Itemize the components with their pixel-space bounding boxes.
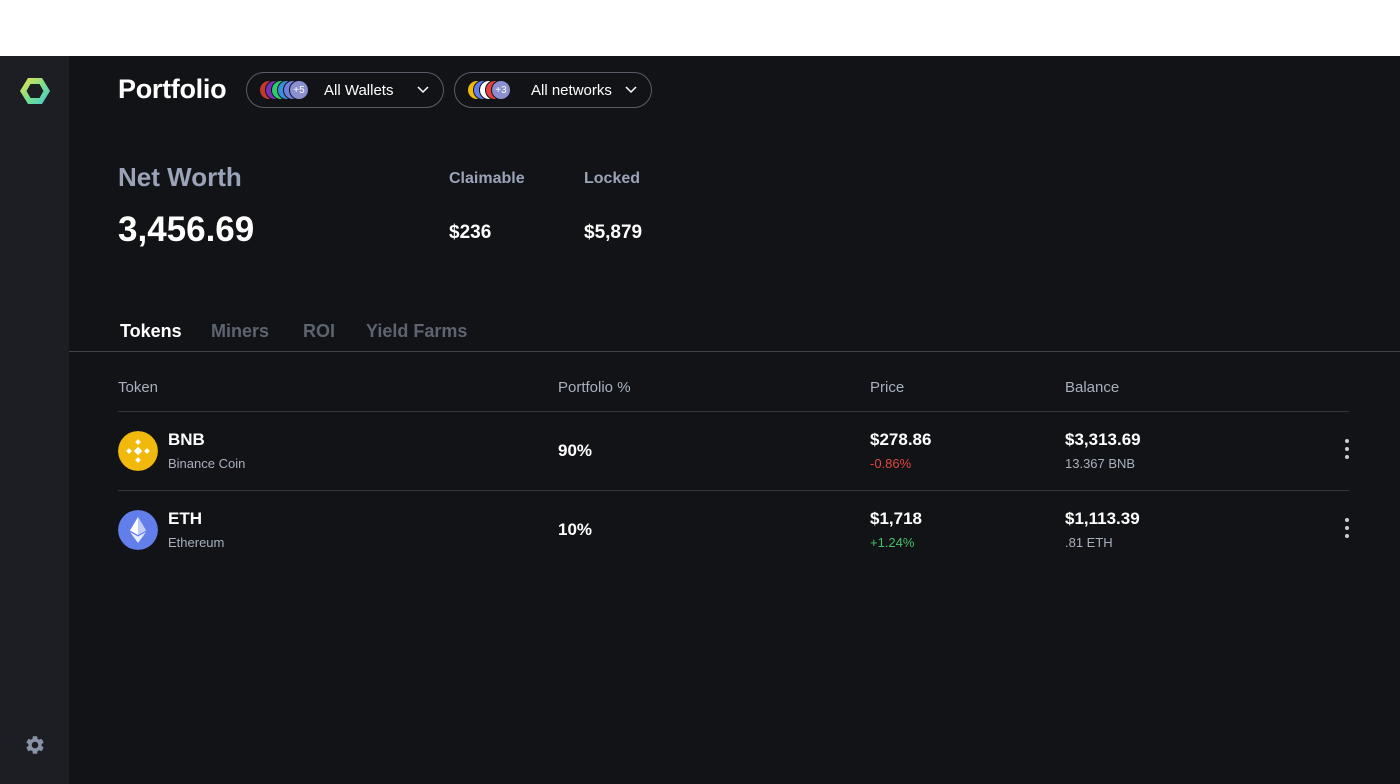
- token-name: Ethereum: [168, 535, 225, 550]
- column-header-portfolio: Portfolio %: [558, 379, 631, 396]
- claimable-value: $236: [449, 222, 492, 243]
- token-symbol: BNB: [168, 430, 205, 449]
- claimable-label: Claimable: [449, 170, 525, 187]
- net-worth-label: Net Worth: [118, 162, 242, 192]
- table-row[interactable]: ETH Ethereum 10% $1,718 +1.24% $1,113.39…: [118, 490, 1349, 569]
- app-window: Portfolio +5 All Wallets +3 All network: [0, 56, 1400, 784]
- networks-filter-dropdown[interactable]: +3 All networks: [454, 72, 652, 108]
- eth-icon: [118, 510, 158, 550]
- token-balance: $1,113.39: [1065, 509, 1140, 528]
- token-quantity: .81 ETH: [1065, 535, 1113, 550]
- token-price: $1,718: [870, 509, 922, 528]
- token-price: $278.86: [870, 430, 932, 449]
- token-symbol: ETH: [168, 509, 202, 528]
- network-avatars: +3: [467, 80, 527, 100]
- tab-tokens[interactable]: Tokens: [120, 321, 182, 341]
- token-name: Binance Coin: [168, 456, 246, 471]
- table-divider: [118, 411, 1349, 412]
- wallets-filter-dropdown[interactable]: +5 All Wallets: [246, 72, 444, 108]
- main-content: Portfolio +5 All Wallets +3 All network: [69, 56, 1400, 784]
- column-header-token: Token: [118, 379, 159, 396]
- table-row[interactable]: BNB Binance Coin 90% $278.86 -0.86% $3,3…: [118, 411, 1349, 490]
- token-quantity: 13.367 BNB: [1065, 456, 1136, 471]
- locked-value: $5,879: [584, 222, 643, 243]
- gear-icon[interactable]: [24, 734, 46, 756]
- price-change: +1.24%: [870, 535, 915, 550]
- sidebar: [0, 56, 69, 784]
- more-vertical-icon[interactable]: [1340, 514, 1354, 544]
- table-divider: [118, 490, 1349, 491]
- net-worth-value: 3,456.69: [118, 210, 255, 249]
- chevron-down-icon: [417, 86, 429, 94]
- tab-roi[interactable]: ROI: [303, 321, 336, 341]
- bnb-icon: [118, 431, 158, 471]
- tab-yield-farms[interactable]: Yield Farms: [366, 321, 468, 341]
- tab-miners[interactable]: Miners: [211, 321, 270, 341]
- more-vertical-icon[interactable]: [1340, 435, 1354, 465]
- price-change: -0.86%: [870, 456, 912, 471]
- tabs-divider: [69, 351, 1400, 352]
- locked-label: Locked: [584, 170, 641, 187]
- networks-more-count: +3: [491, 80, 511, 100]
- wallet-avatars: +5: [259, 80, 319, 100]
- column-header-price: Price: [870, 379, 905, 396]
- logo-icon[interactable]: [19, 76, 51, 106]
- portfolio-percent: 90%: [558, 441, 593, 460]
- page-title: Portfolio: [118, 74, 227, 104]
- wallets-more-count: +5: [289, 80, 309, 100]
- networks-filter-label: All networks: [531, 82, 612, 99]
- portfolio-percent: 10%: [558, 520, 593, 539]
- column-header-balance: Balance: [1065, 379, 1120, 396]
- token-balance: $3,313.69: [1065, 430, 1141, 449]
- chevron-down-icon: [625, 86, 637, 94]
- wallets-filter-label: All Wallets: [324, 82, 394, 99]
